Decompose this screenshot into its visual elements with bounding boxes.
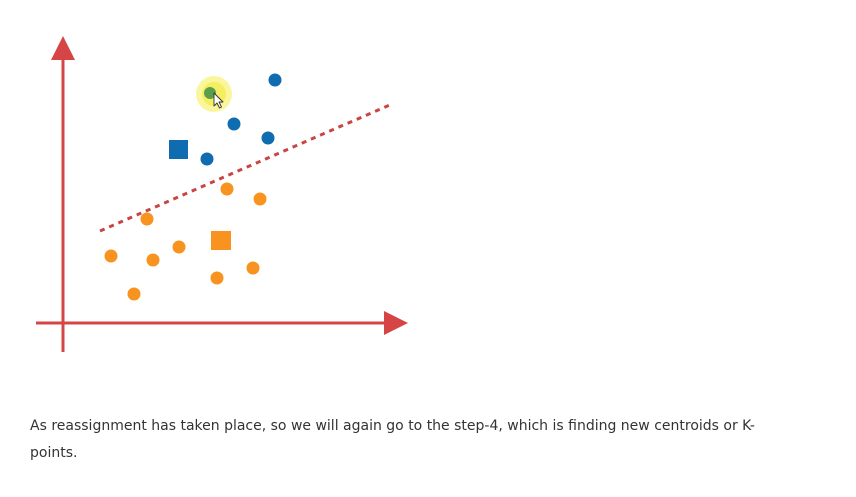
cluster-b-centroid xyxy=(211,231,231,250)
cluster-b-point xyxy=(172,240,186,254)
cluster-a xyxy=(169,73,282,166)
cluster-a-point xyxy=(227,117,241,131)
cluster-b-point xyxy=(253,192,267,206)
cluster-a-centroid xyxy=(169,140,188,159)
cluster-b xyxy=(104,182,267,301)
cluster-b-point xyxy=(220,182,234,196)
cluster-b-point xyxy=(140,212,154,226)
cluster-b-point xyxy=(146,253,160,267)
cluster-a-point xyxy=(261,131,275,145)
cluster-b-point xyxy=(127,287,141,301)
cluster-b-point xyxy=(246,261,260,275)
axes xyxy=(36,36,408,352)
boundary-line xyxy=(99,102,393,233)
pointer-cursor-icon xyxy=(213,92,224,109)
y-axis-arrowhead xyxy=(51,36,75,60)
cluster-b-point xyxy=(104,249,118,263)
x-axis-arrowhead xyxy=(384,311,408,335)
cluster-b-point xyxy=(210,271,224,285)
clustering-diagram xyxy=(36,36,408,352)
cluster-a-point xyxy=(268,73,282,87)
cluster-a-point xyxy=(200,152,214,166)
highlighted-point xyxy=(204,87,216,99)
caption-text: As reassignment has taken place, so we w… xyxy=(30,418,755,461)
